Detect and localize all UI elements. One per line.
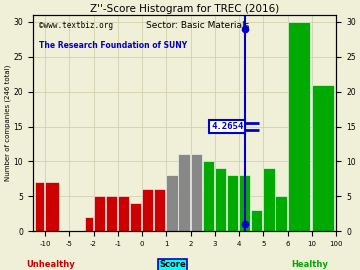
Bar (275, 196, 287, 231)
Text: Score: Score (159, 260, 186, 269)
Title: Z''-Score Histogram for TREC (2016): Z''-Score Histogram for TREC (2016) (90, 4, 279, 14)
Bar (227, 176, 238, 231)
Bar (179, 154, 190, 231)
Bar (190, 154, 202, 231)
Bar (166, 176, 177, 231)
Bar (142, 189, 153, 231)
Bar (118, 196, 129, 231)
Text: Unhealthy: Unhealthy (26, 260, 75, 269)
Bar (130, 203, 141, 231)
Bar (35, 182, 44, 231)
Y-axis label: Number of companies (246 total): Number of companies (246 total) (4, 65, 11, 181)
Text: ©www.textbiz.org: ©www.textbiz.org (39, 21, 113, 31)
Bar (154, 189, 166, 231)
Text: Sector: Basic Materials: Sector: Basic Materials (147, 21, 249, 30)
Text: Healthy: Healthy (291, 260, 328, 269)
Bar (215, 168, 226, 231)
Bar (45, 182, 59, 231)
Bar (312, 85, 334, 231)
Bar (215, 203, 226, 231)
Bar (106, 196, 117, 231)
Text: 4.2654: 4.2654 (211, 122, 243, 131)
Bar (203, 189, 214, 231)
Bar (203, 161, 214, 231)
Bar (239, 176, 250, 231)
Bar (263, 168, 275, 231)
Bar (94, 196, 105, 231)
Bar (288, 22, 310, 231)
Text: The Research Foundation of SUNY: The Research Foundation of SUNY (39, 41, 187, 50)
Bar (85, 217, 93, 231)
Bar (251, 210, 262, 231)
